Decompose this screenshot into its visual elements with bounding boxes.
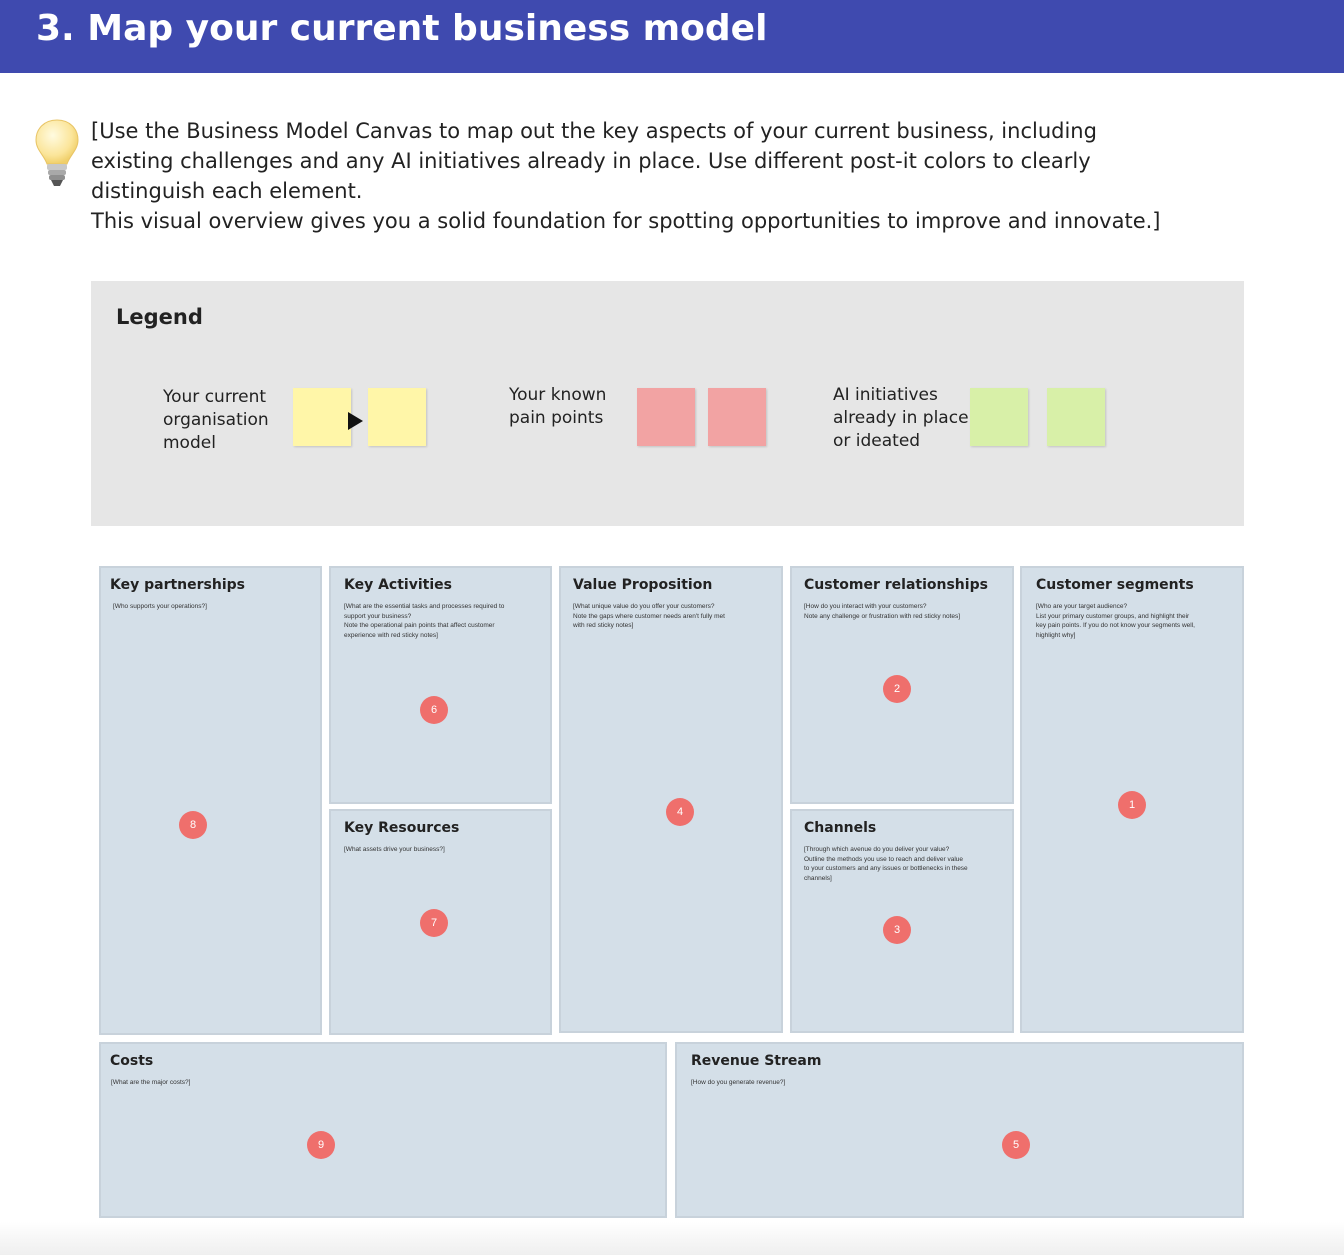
box-description: [How do you generate revenue?]	[691, 1079, 786, 1086]
key-partnerships-box[interactable]: Key partnerships [Who supports your oper…	[99, 566, 322, 1035]
legend-sticky-yellow-2	[368, 388, 426, 446]
legend-title: Legend	[116, 305, 203, 329]
customer-segments-box[interactable]: Customer segments [Who are your target a…	[1020, 566, 1244, 1033]
box-title: Channels	[804, 820, 877, 836]
page-header: 3. Map your current business model	[0, 0, 1344, 73]
box-title: Key partnerships	[110, 577, 245, 593]
box-title: Value Proposition	[573, 577, 713, 593]
legend-label-ai-initiatives: AI initiatives already in place or ideat…	[833, 385, 969, 451]
box-title: Customer segments	[1036, 577, 1194, 593]
key-activities-box[interactable]: Key Activities [What are the essential t…	[329, 566, 552, 804]
box-title: Customer relationships	[804, 577, 988, 593]
intro-line-1: [Use the Business Model Canvas to map ou…	[91, 119, 1097, 203]
box-title: Key Activities	[344, 577, 452, 593]
box-title: Key Resources	[344, 820, 460, 836]
page-title: 3. Map your current business model	[36, 8, 768, 49]
intro-text: [Use the Business Model Canvas to map ou…	[91, 116, 1171, 236]
number-badge: 2	[883, 675, 911, 703]
number-badge: 9	[307, 1131, 335, 1159]
legend-sticky-yellow-1	[293, 388, 351, 446]
intro-line-2: This visual overview gives you a solid f…	[91, 209, 1161, 233]
legend-sticky-green-2	[1047, 388, 1105, 446]
legend-label-pain-points: Your known pain points	[509, 385, 607, 428]
box-description: [What unique value do you offer your cus…	[573, 603, 725, 629]
key-resources-box[interactable]: Key Resources [What assets drive your bu…	[329, 809, 552, 1035]
legend-sticky-green-1	[970, 388, 1028, 446]
costs-box[interactable]: Costs [What are the major costs?] 9	[99, 1042, 667, 1218]
revenue-stream-box[interactable]: Revenue Stream [How do you generate reve…	[675, 1042, 1244, 1218]
box-title: Costs	[110, 1053, 154, 1069]
box-description: [What are the major costs?]	[111, 1079, 191, 1086]
box-description: [How do you interact with your customers…	[804, 603, 961, 620]
legend-sticky-red-1	[637, 388, 695, 446]
box-description: [Through which avenue do you deliver you…	[804, 846, 968, 882]
box-description: [Who are your target audience? List your…	[1036, 603, 1195, 639]
number-badge: 8	[179, 811, 207, 839]
page-bottom-edge	[0, 1222, 1344, 1255]
number-badge: 6	[420, 696, 448, 724]
legend-panel: Legend Your current organisation model Y…	[91, 281, 1244, 526]
box-description: [What assets drive your business?]	[344, 846, 445, 853]
lightbulb-icon	[35, 119, 79, 186]
number-badge: 5	[1002, 1131, 1030, 1159]
number-badge: 3	[883, 916, 911, 944]
number-badge: 7	[420, 909, 448, 937]
legend-label-current-model: Your current organisation model	[163, 387, 269, 453]
channels-box[interactable]: Channels [Through which avenue do you de…	[790, 809, 1014, 1033]
number-badge: 4	[666, 798, 694, 826]
customer-relationships-box[interactable]: Customer relationships [How do you inter…	[790, 566, 1014, 804]
box-title: Revenue Stream	[691, 1053, 822, 1069]
arrow-right-icon	[348, 412, 363, 430]
box-description: [What are the essential tasks and proces…	[344, 603, 505, 639]
value-proposition-box[interactable]: Value Proposition [What unique value do …	[559, 566, 783, 1033]
number-badge: 1	[1118, 791, 1146, 819]
legend-sticky-red-2	[708, 388, 766, 446]
box-description: [Who supports your operations?]	[113, 603, 207, 610]
